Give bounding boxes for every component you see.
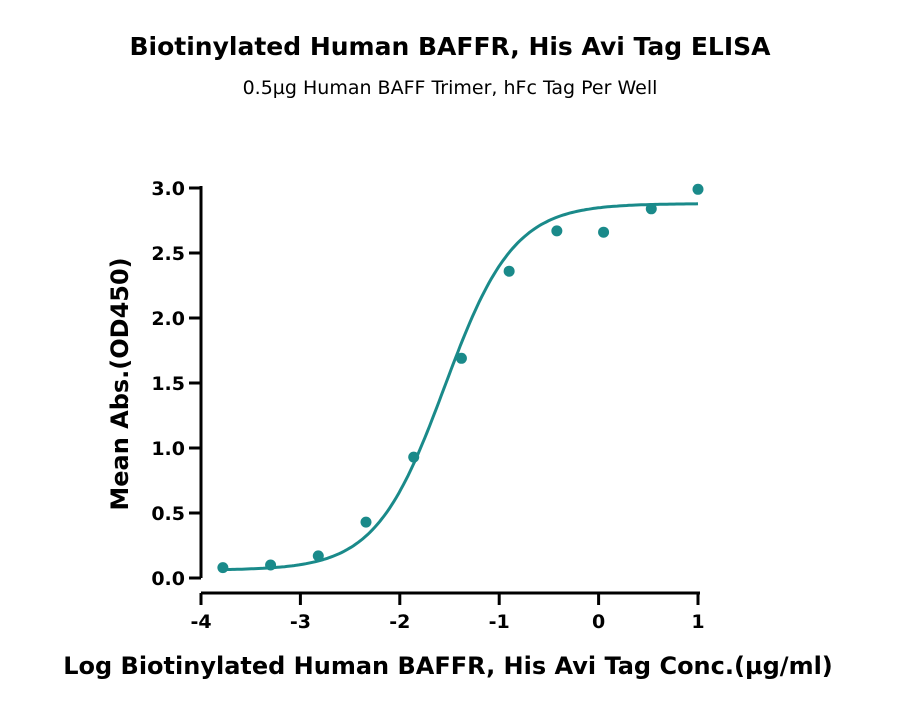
y-tick-label: 1.5 [151, 373, 185, 395]
data-point [360, 516, 372, 528]
x-tick-label: -3 [290, 611, 311, 633]
y-tick-label: 1.0 [151, 438, 185, 460]
y-axis-label: Mean Abs.(OD450) [106, 257, 134, 510]
data-point [645, 203, 657, 215]
data-point [408, 451, 420, 463]
data-point [692, 183, 704, 195]
y-tick-label: 2.5 [151, 243, 185, 265]
x-tick-label: -1 [489, 611, 510, 633]
data-point [265, 559, 277, 571]
fit-curve [222, 202, 699, 572]
axes: 0.0 0.5 1.0 1.5 2.0 2.5 3.0 -4 -3 -2 -1 0 1 [151, 178, 704, 633]
y-tick-label: 3.0 [151, 178, 185, 200]
y-tick-label: 2.0 [151, 308, 185, 330]
data-points-layer [217, 183, 704, 574]
data-point [217, 562, 229, 574]
chart-title: Biotinylated Human BAFFR, His Avi Tag EL… [129, 32, 771, 61]
data-point [598, 226, 610, 238]
chart-subtitle: 0.5µg Human BAFF Trimer, hFc Tag Per Wel… [242, 77, 658, 99]
y-tick-label: 0.5 [151, 503, 185, 525]
data-point [503, 265, 515, 277]
x-tick-label: 1 [691, 611, 704, 633]
y-tick-label: 0.0 [151, 568, 185, 590]
fit-curve-layer [222, 202, 699, 572]
data-point [312, 550, 324, 562]
x-tick-label: -4 [190, 611, 211, 633]
data-point [455, 352, 467, 364]
x-tick-label: -2 [389, 611, 410, 633]
data-point [551, 225, 563, 237]
x-axis-label: Log Biotinylated Human BAFFR, His Avi Ta… [63, 652, 833, 680]
x-tick-label: 0 [592, 611, 605, 633]
